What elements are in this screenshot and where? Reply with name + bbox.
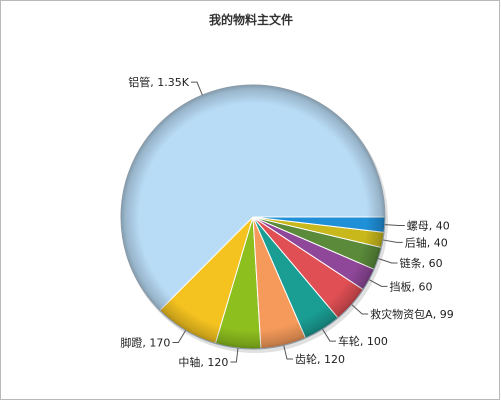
leader-line-6 — [351, 304, 369, 315]
slice-label-2: 脚蹬, 170 — [120, 336, 170, 350]
pie-rim — [120, 84, 386, 350]
leader-line-7 — [368, 279, 388, 287]
leader-line-4 — [283, 345, 293, 360]
slice-label-6: 救灾物资包A, 99 — [370, 307, 454, 321]
slice-label-1: 铝管, 1.35K — [128, 75, 189, 89]
slice-label-7: 挡板, 60 — [389, 279, 432, 293]
slice-label-9: 后轴, 40 — [405, 235, 448, 249]
chart-title: 我的物料主文件 — [208, 13, 293, 27]
leader-line-5 — [322, 328, 336, 342]
slice-label-10: 螺母, 40 — [407, 219, 450, 232]
leader-line-10 — [384, 224, 405, 226]
slice-label-4: 齿轮, 120 — [295, 352, 345, 366]
slice-label-3: 中轴, 120 — [178, 355, 228, 369]
slice-label-8: 链条, 60 — [400, 256, 443, 270]
leader-line-2 — [172, 330, 186, 344]
leader-line-3 — [230, 348, 239, 363]
leader-line-8 — [378, 258, 398, 264]
leader-line-9 — [382, 239, 403, 243]
slice-label-5: 车轮, 100 — [338, 334, 388, 348]
leader-line-1 — [191, 81, 203, 96]
